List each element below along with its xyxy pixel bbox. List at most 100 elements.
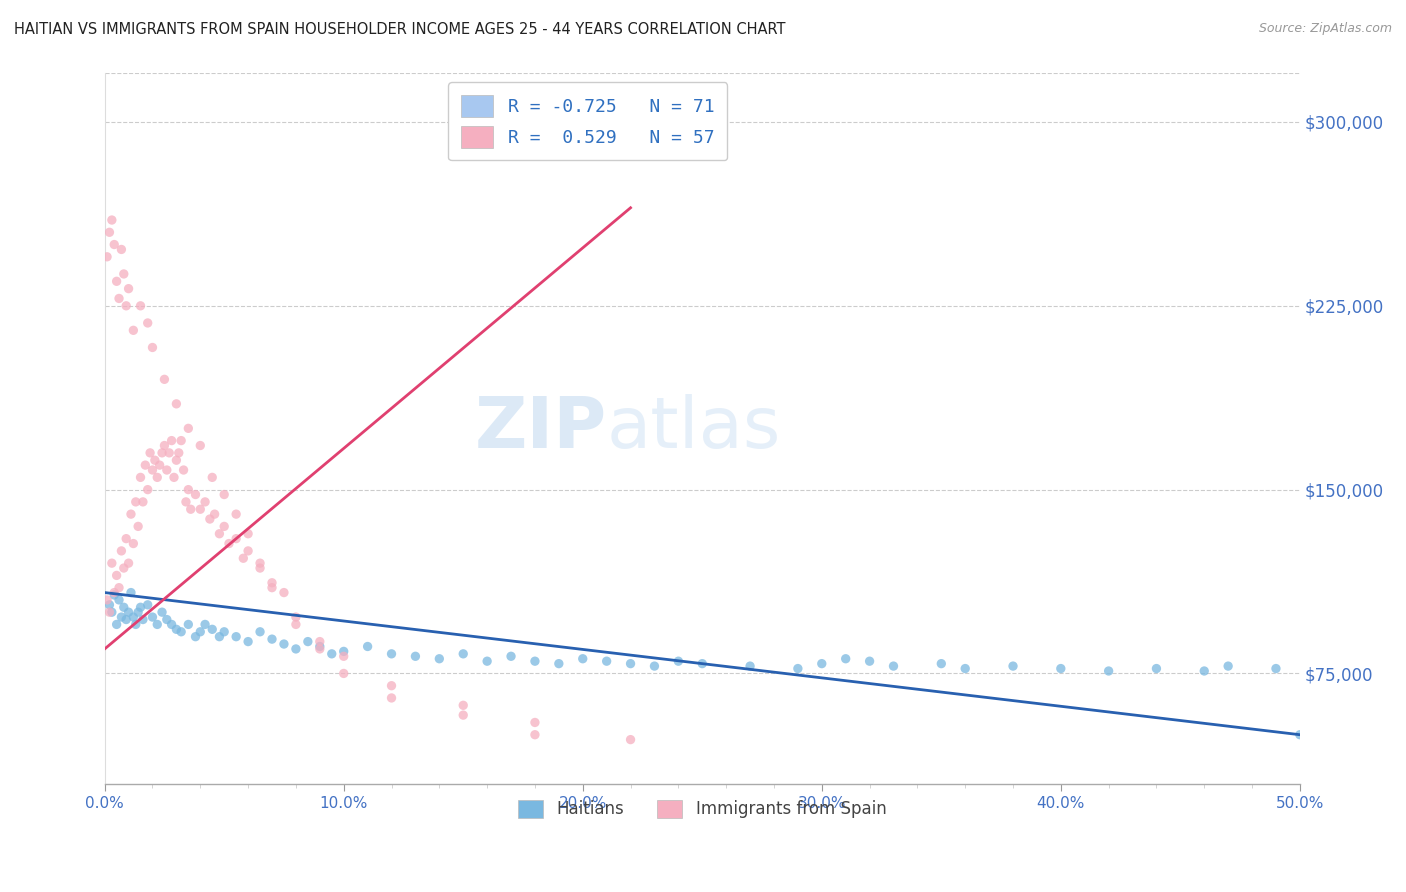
Point [404,649,426,664]
Point [108,292,131,306]
Point [232,551,254,566]
Point [122,536,145,550]
Point [177,617,200,632]
Point [929,657,952,671]
Point [122,323,145,337]
Point [143,453,166,467]
Point [132,495,155,509]
Point [108,581,131,595]
Point [690,657,713,671]
Point [1194,664,1216,678]
Point [571,651,593,665]
Point [146,470,169,484]
Point [110,544,132,558]
Point [112,561,135,575]
Point [297,634,319,648]
Point [117,556,139,570]
Point [98,598,121,612]
Point [201,623,224,637]
Point [150,446,173,460]
Point [236,526,259,541]
Point [184,487,207,501]
Point [643,659,665,673]
Point [332,644,354,658]
Point [858,654,880,668]
Point [380,647,402,661]
Point [236,634,259,648]
Point [170,434,193,448]
Point [117,605,139,619]
Point [201,470,224,484]
Point [308,634,330,648]
Point [308,640,330,654]
Point [194,495,217,509]
Point [101,605,124,619]
Point [125,617,148,632]
Point [451,647,474,661]
Point [427,651,450,665]
Point [212,624,235,639]
Point [198,512,221,526]
Point [208,526,231,541]
Point [165,397,187,411]
Point [595,654,617,668]
Point [194,617,217,632]
Point [96,593,118,607]
Point [260,581,283,595]
Point [619,732,641,747]
Point [146,617,169,632]
Point [136,316,159,330]
Point [180,502,202,516]
Point [184,630,207,644]
Point [188,502,211,516]
Point [115,299,138,313]
Point [218,536,240,550]
Point [249,624,271,639]
Point [1289,728,1312,742]
Point [451,698,474,713]
Point [141,463,163,477]
Point [129,470,152,484]
Point [134,458,156,472]
Point [115,613,138,627]
Point [177,421,200,435]
Point [260,632,283,647]
Point [120,507,142,521]
Point [103,237,125,252]
Point [127,519,149,533]
Point [174,495,197,509]
Point [308,642,330,657]
Text: HAITIAN VS IMMIGRANTS FROM SPAIN HOUSEHOLDER INCOME AGES 25 - 44 YEARS CORRELATI: HAITIAN VS IMMIGRANTS FROM SPAIN HOUSEHO… [14,22,786,37]
Point [380,690,402,705]
Point [738,659,761,673]
Point [153,372,176,386]
Point [188,624,211,639]
Point [98,225,121,239]
Point [225,630,247,644]
Point [129,600,152,615]
Point [273,585,295,599]
Point [332,649,354,664]
Point [163,470,186,484]
Point [204,507,226,521]
Point [1049,661,1071,675]
Point [98,605,121,619]
Point [149,458,172,472]
Point [523,728,546,742]
Point [101,556,124,570]
Point [236,544,259,558]
Point [165,623,187,637]
Point [332,666,354,681]
Point [260,575,283,590]
Point [157,446,180,460]
Point [156,613,179,627]
Point [953,661,976,675]
Point [141,610,163,624]
Text: ZIP: ZIP [474,394,606,463]
Point [321,647,343,661]
Point [1265,661,1288,675]
Point [619,657,641,671]
Point [523,654,546,668]
Point [103,585,125,599]
Point [284,617,307,632]
